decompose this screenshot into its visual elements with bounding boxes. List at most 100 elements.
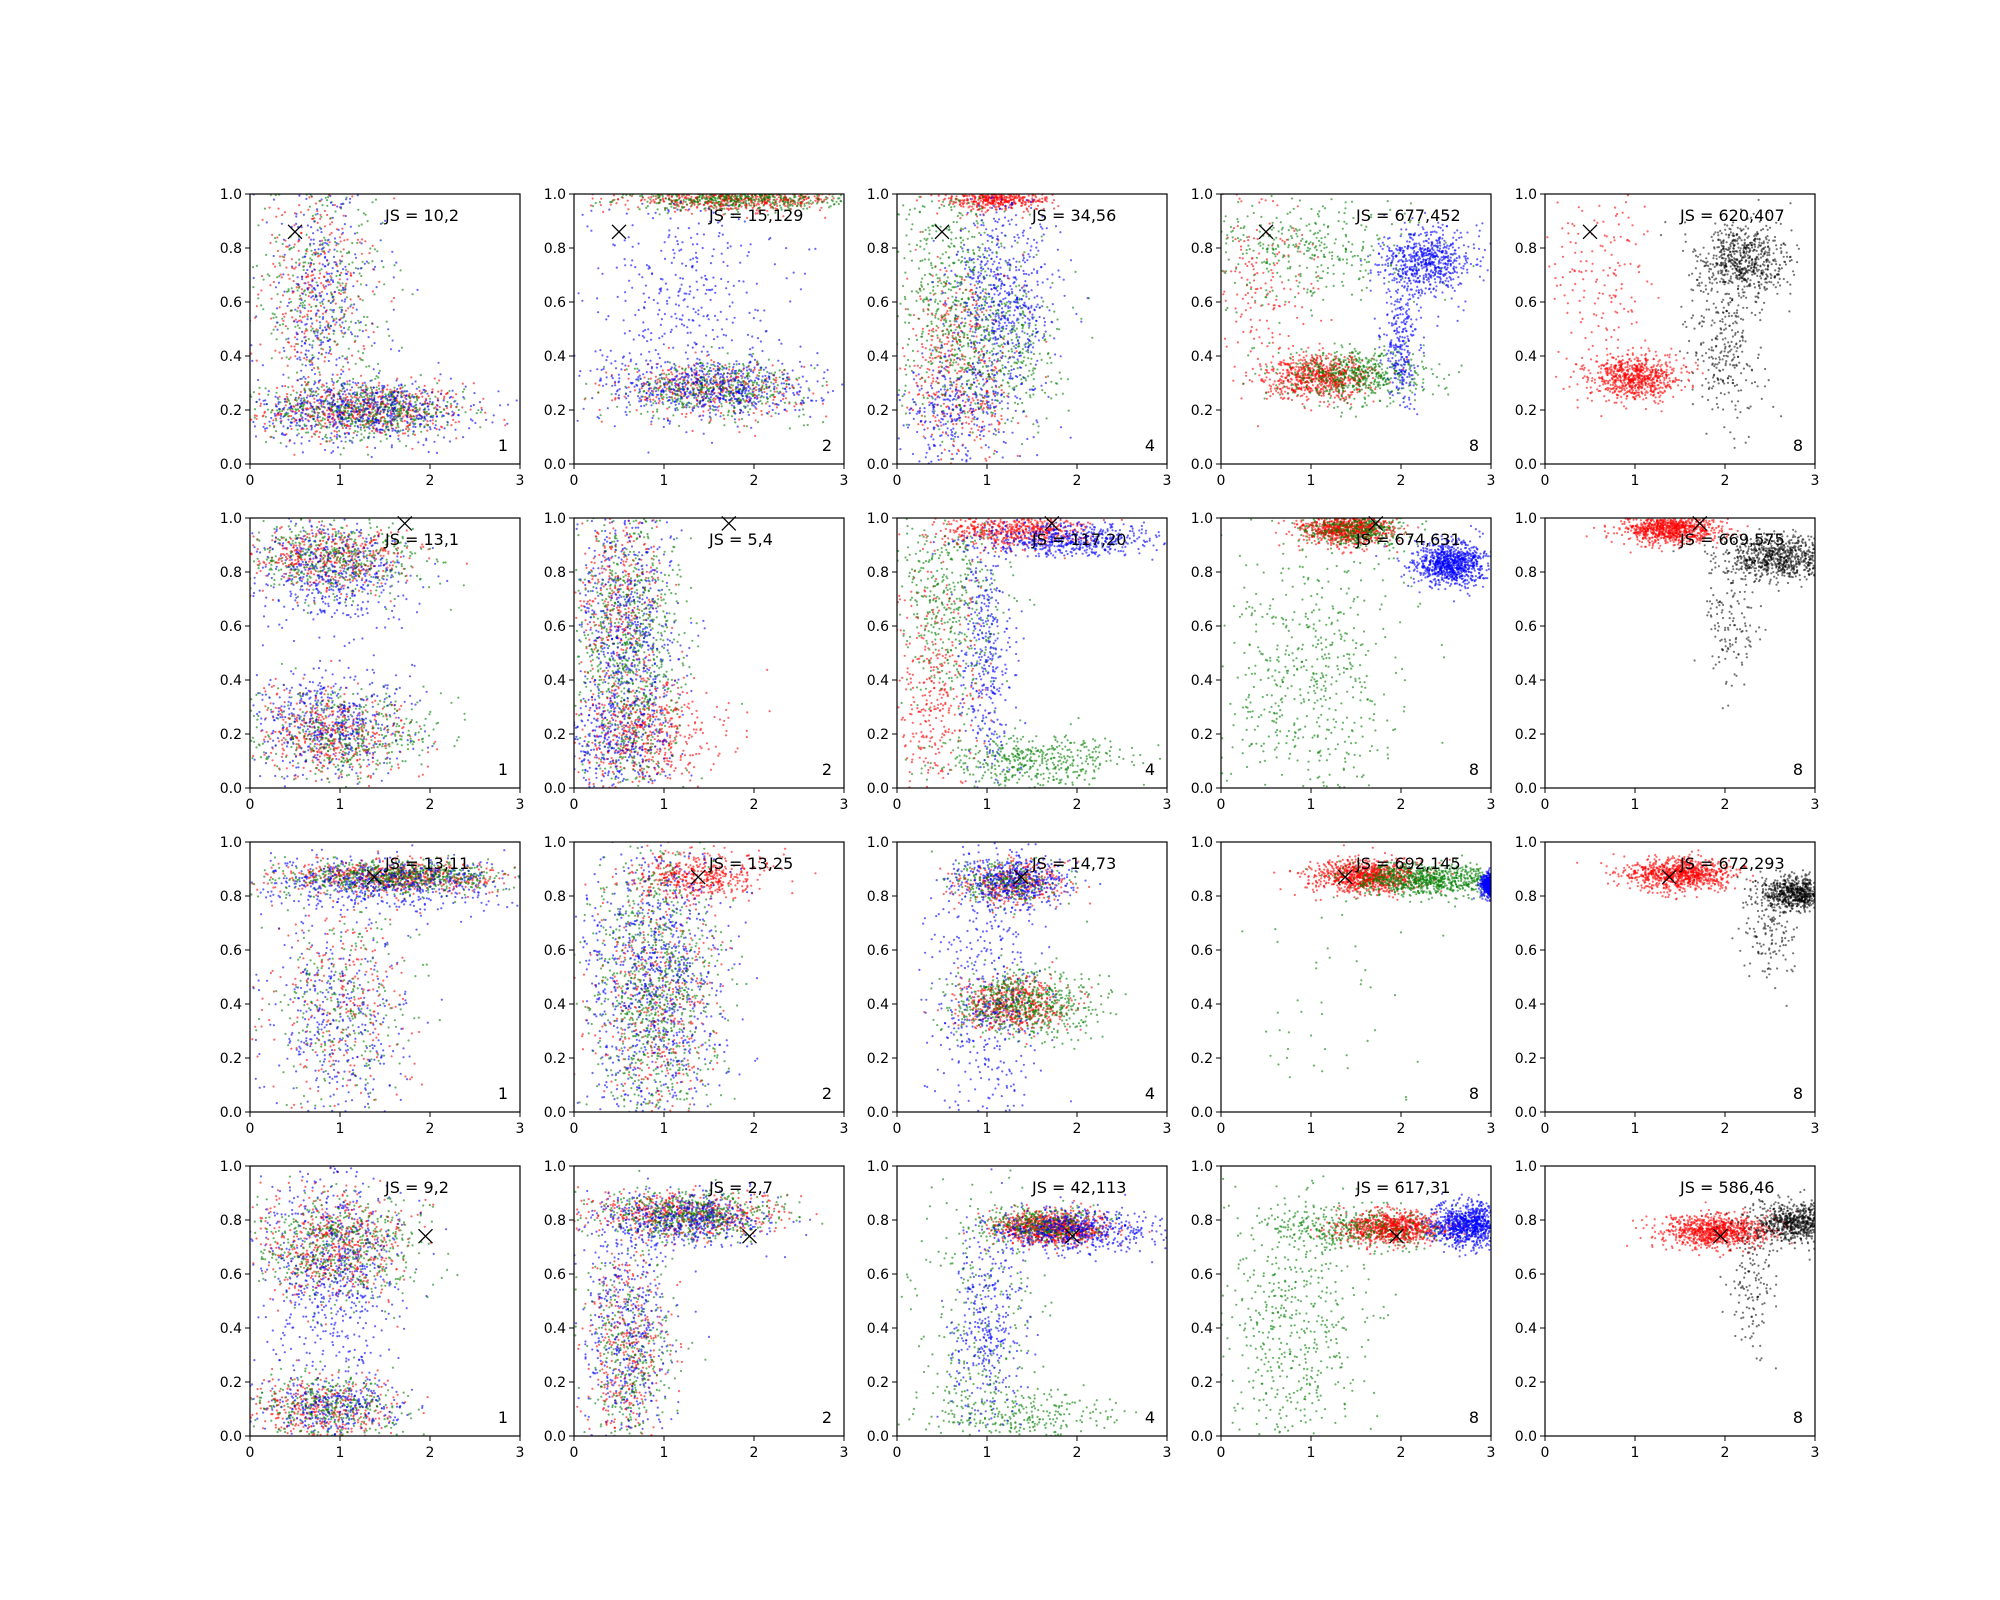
scatter-point [328, 401, 331, 404]
scatter-point [411, 393, 414, 397]
scatter-point [285, 445, 288, 448]
scatter-point [335, 437, 339, 440]
scatter-point [433, 440, 436, 443]
scatter-point [721, 380, 725, 383]
scatter-point [613, 425, 616, 428]
scatter-point [391, 250, 394, 253]
scatter-point [825, 415, 828, 418]
scatter-point [423, 390, 427, 394]
scatter-point [762, 368, 766, 371]
scatter-point [765, 411, 769, 415]
scatter-point [674, 382, 677, 385]
scatter-point [647, 328, 650, 331]
scatter-point [731, 389, 734, 392]
scatter-point [319, 379, 322, 382]
scatter-point [329, 423, 332, 426]
scatter-point [745, 382, 748, 385]
scatter-point [698, 385, 701, 388]
scatter-point [746, 369, 749, 372]
scatter-point [286, 364, 289, 367]
scatter-point [298, 315, 302, 318]
scatter-point [271, 312, 274, 315]
scatter-point [810, 399, 813, 402]
scatter-point [305, 233, 308, 236]
scatter-point [746, 195, 749, 198]
scatter-point [298, 238, 301, 241]
scatter-point [379, 390, 382, 393]
scatter-point [305, 396, 308, 399]
scatter-point [316, 416, 319, 419]
scatter-point [322, 250, 325, 253]
scatter-point [670, 396, 674, 399]
scatter-point [261, 218, 264, 221]
scatter-point [379, 222, 382, 225]
scatter-point [348, 383, 351, 386]
scatter-point [764, 202, 767, 205]
scatter-point [308, 291, 311, 294]
scatter-point [322, 316, 325, 319]
scatter-point [306, 268, 309, 272]
scatter-point [664, 206, 667, 210]
scatter-point [801, 399, 804, 403]
scatter-point [672, 388, 675, 391]
scatter-point [348, 412, 351, 416]
scatter-point [682, 379, 685, 383]
scatter-point [772, 394, 775, 397]
scatter-point [405, 427, 408, 431]
scatter-point [303, 424, 306, 427]
scatter-point [623, 368, 627, 372]
scatter-point [452, 413, 455, 416]
scatter-point [677, 402, 681, 405]
scatter-point [344, 436, 347, 439]
scatter-point [271, 233, 274, 236]
scatter-point [417, 441, 420, 444]
scatter-point [304, 282, 307, 285]
scatter-point [717, 200, 720, 203]
scatter-point [685, 403, 688, 407]
scatter-point [309, 244, 312, 247]
scatter-point [717, 409, 720, 412]
scatter-point [321, 341, 325, 344]
scatter-point [412, 425, 415, 428]
scatter-point [353, 395, 356, 398]
scatter-point [767, 213, 770, 216]
scatter-point [282, 433, 285, 436]
scatter-point [359, 405, 362, 408]
scatter-point [411, 382, 414, 385]
scatter-point [758, 369, 761, 372]
scatter-point [443, 395, 446, 398]
scatter-point [326, 259, 329, 262]
scatter-point [726, 414, 730, 417]
scatter-point [305, 327, 308, 331]
scatter-point [649, 398, 652, 401]
scatter-point [282, 373, 285, 376]
scatter-point [303, 336, 306, 339]
scatter-point [808, 248, 811, 251]
scatter-point [656, 408, 659, 411]
scatter-point [311, 354, 314, 357]
scatter-point [373, 432, 376, 435]
scatter-point [596, 415, 599, 419]
scatter-point [377, 422, 381, 425]
scatter-point [681, 382, 684, 386]
scatter-point [328, 349, 332, 352]
scatter-point [728, 390, 731, 393]
scatter-point [740, 374, 743, 377]
scatter-point [340, 325, 343, 329]
scatter-point [701, 370, 704, 373]
scatter-point [301, 275, 304, 278]
scatter-point [431, 422, 434, 425]
scatter-point [426, 402, 429, 405]
scatter-point [377, 376, 380, 379]
scatter-point [395, 426, 398, 429]
scatter-point [731, 203, 734, 207]
scatter-point [655, 396, 658, 399]
scatter-point [311, 214, 314, 217]
scatter-point [676, 199, 679, 202]
scatter-point [364, 390, 367, 394]
scatter-point [354, 339, 357, 342]
scatter-point [304, 413, 307, 416]
scatter-point [397, 437, 400, 441]
scatter-point [295, 261, 298, 264]
